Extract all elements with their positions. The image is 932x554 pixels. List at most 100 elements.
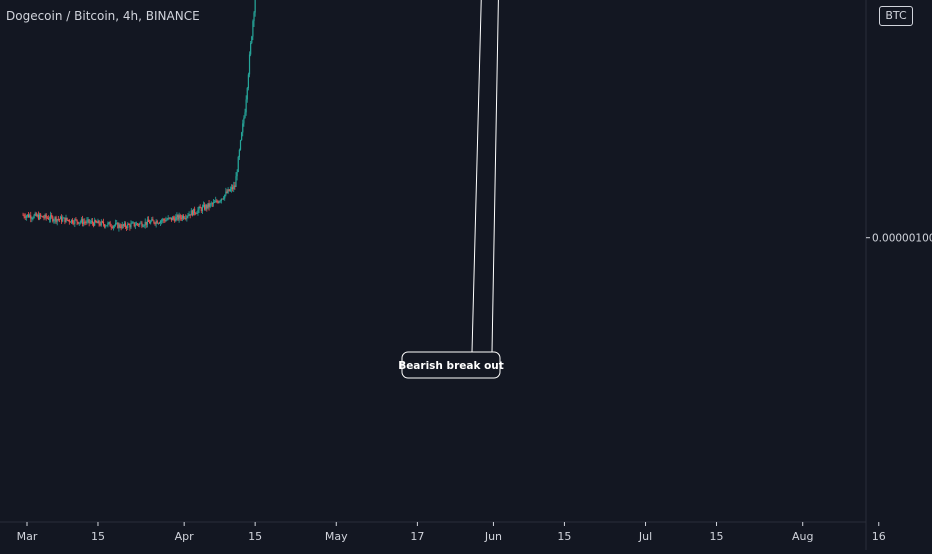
- candle-body: [194, 208, 196, 214]
- candle-body: [147, 219, 150, 222]
- y-tick-label: 0.00000100: [872, 233, 932, 245]
- candle-body: [126, 226, 128, 229]
- candle-body: [245, 99, 247, 113]
- candle-body: [204, 204, 206, 210]
- x-tick-label: 17: [410, 530, 424, 543]
- candle-body: [188, 214, 190, 216]
- candle-body: [56, 219, 58, 222]
- candle-body: [232, 187, 234, 190]
- candle-body: [144, 221, 146, 226]
- candle-body: [138, 224, 140, 226]
- candle-body: [176, 215, 178, 217]
- candle-body: [108, 222, 110, 224]
- candle-body: [161, 220, 163, 222]
- candle-body: [116, 222, 118, 224]
- candle-body: [252, 21, 254, 37]
- candle-body: [51, 215, 53, 217]
- candle-body: [225, 191, 227, 195]
- candle-body: [166, 219, 168, 221]
- candle-body: [202, 204, 205, 207]
- candle-body: [189, 214, 191, 216]
- candle-body: [94, 220, 96, 226]
- candle-body: [53, 220, 55, 222]
- candle-body: [79, 221, 81, 223]
- candle-body: [131, 222, 133, 224]
- candle-body: [201, 206, 203, 212]
- candle-body: [185, 217, 187, 219]
- candle-body: [198, 206, 200, 210]
- candle-body: [69, 221, 72, 223]
- candle-body: [168, 217, 170, 219]
- candle-body: [221, 198, 224, 200]
- candle-body: [179, 215, 181, 218]
- candle-body: [184, 217, 186, 219]
- candle-body: [130, 223, 132, 228]
- candle-body: [112, 226, 115, 228]
- candle-body: [152, 219, 154, 221]
- candle-body: [142, 226, 144, 228]
- candle-body: [216, 200, 218, 202]
- candle-body: [132, 222, 134, 224]
- candle-body: [38, 214, 41, 220]
- candle-body: [129, 224, 131, 228]
- candle-body: [213, 202, 216, 204]
- candle-body: [65, 217, 67, 223]
- candle-body: [87, 219, 89, 221]
- candle-body: [77, 221, 79, 224]
- candle-body: [220, 198, 222, 201]
- candle-body: [118, 224, 120, 229]
- candle-body: [29, 215, 31, 218]
- currency-badge[interactable]: BTC: [879, 6, 913, 26]
- candle-body: [62, 218, 64, 222]
- candle-body: [250, 43, 252, 55]
- candle-body: [173, 217, 175, 219]
- candle-body: [212, 202, 215, 204]
- candle-body: [57, 219, 59, 220]
- candle-body: [239, 140, 242, 150]
- candle-body: [47, 217, 49, 220]
- candle-body: [175, 216, 177, 222]
- candle-body: [139, 223, 141, 226]
- candle-body: [61, 216, 63, 222]
- candle-body: [163, 219, 165, 221]
- candle-body: [36, 214, 38, 217]
- candle-body: [97, 220, 99, 224]
- x-tick-label: Mar: [17, 530, 38, 543]
- candle-body: [74, 219, 76, 224]
- candle-body: [148, 221, 151, 224]
- candle-body: [31, 218, 33, 220]
- candle-body: [128, 224, 130, 225]
- candle-body: [92, 223, 95, 226]
- candle-body: [101, 221, 103, 223]
- candle-body: [84, 221, 86, 223]
- candle-body: [58, 219, 61, 221]
- candle-body: [63, 217, 65, 219]
- x-tick-label: May: [325, 530, 348, 543]
- candle-body: [25, 215, 27, 218]
- candle-body: [246, 88, 248, 100]
- candle-body: [141, 222, 143, 227]
- candle-body: [86, 220, 88, 223]
- candle-body: [124, 223, 127, 227]
- candle-body: [75, 219, 77, 221]
- candle-body: [117, 222, 119, 229]
- candle-body: [115, 223, 117, 226]
- candle-body: [210, 203, 212, 205]
- candle-body: [156, 221, 158, 224]
- candle-body: [85, 222, 87, 223]
- candle-body: [52, 216, 54, 222]
- candle-body: [107, 223, 109, 226]
- candle-body: [174, 218, 176, 222]
- candle-body: [157, 223, 159, 224]
- candle-body: [186, 216, 188, 219]
- candle-body: [120, 227, 122, 229]
- candle-body: [121, 224, 123, 229]
- candle-body: [178, 215, 180, 220]
- candle-body: [100, 221, 102, 226]
- candle-body: [248, 54, 251, 75]
- candle-body: [236, 171, 238, 177]
- candle-body: [177, 215, 179, 220]
- candle-body: [146, 219, 148, 225]
